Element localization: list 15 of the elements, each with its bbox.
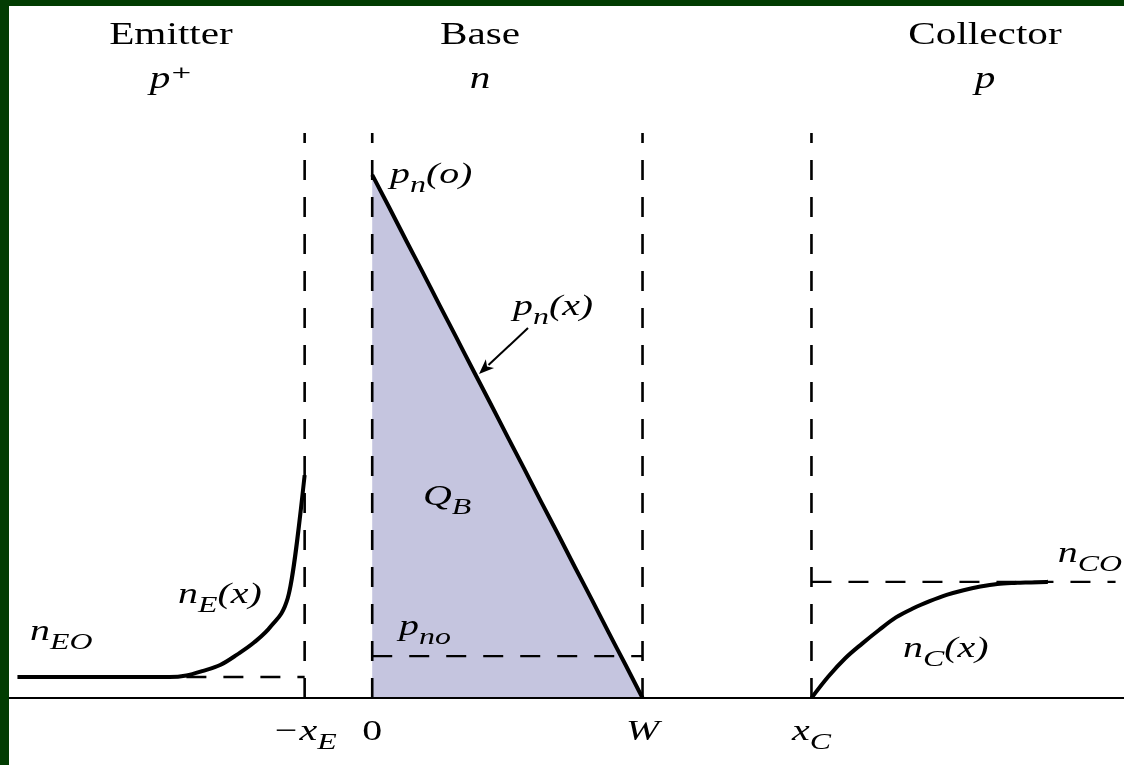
annotation: Q$_{B}$	[423, 478, 472, 520]
text: Emitter p⁺	[109, 16, 233, 95]
annotation: n$_{C}$(x)	[903, 630, 989, 672]
annotation: p$_{n}$(o)	[386, 156, 473, 198]
x-tick-label: W	[625, 713, 664, 747]
annotation: n$_{CO}$	[1057, 535, 1122, 577]
annotation: n$_{E}$(x)	[178, 576, 262, 618]
text: Base n	[439, 16, 521, 95]
annotation: p$_{no}$	[395, 608, 451, 650]
x-tick-label: −x$_{E}$	[272, 713, 337, 755]
annotation: p$_{n}$(x)	[509, 288, 594, 330]
text: Collector p	[908, 16, 1062, 95]
annotation: n$_{EO}$	[30, 613, 93, 655]
x-tick-label: x$_{C}$	[790, 713, 833, 755]
x-tick-label: 0	[362, 713, 383, 747]
